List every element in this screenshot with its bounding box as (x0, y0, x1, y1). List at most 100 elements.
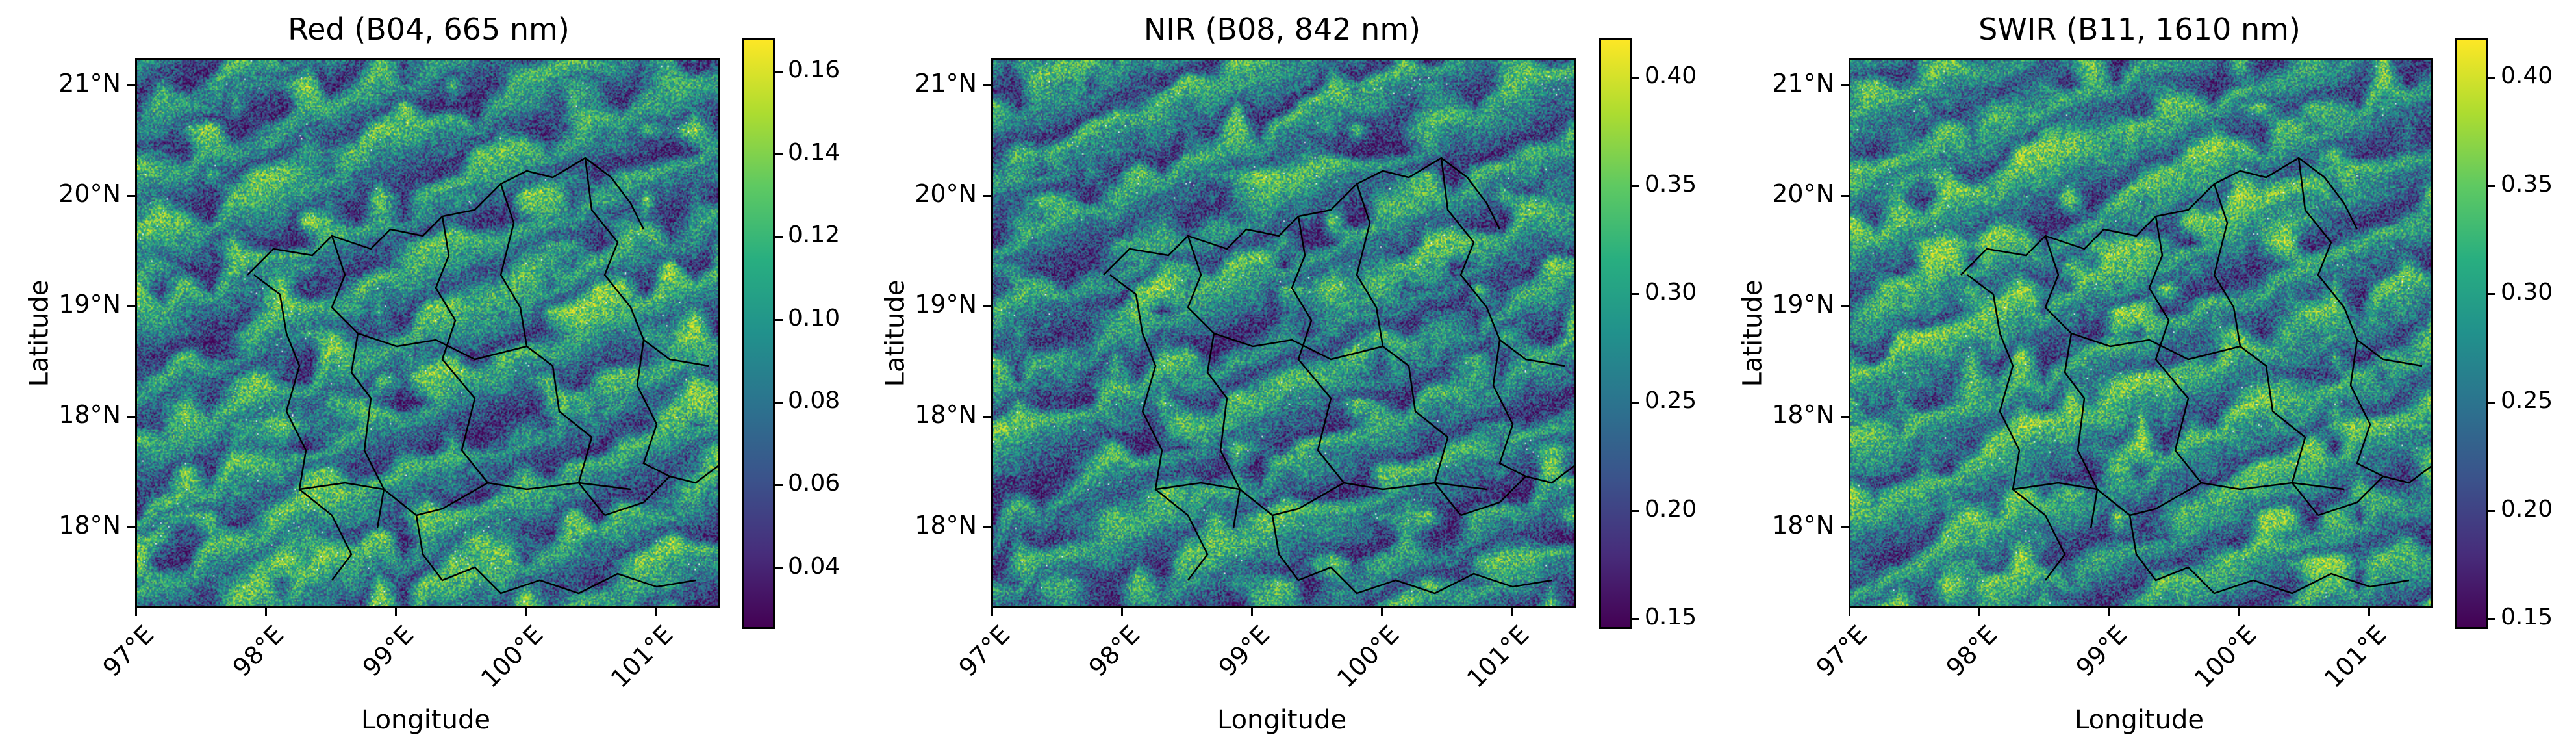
colorbar (2455, 38, 2488, 629)
x-axis-label: Longitude (2075, 705, 2204, 735)
panel-title: NIR (B08, 842 nm) (1143, 12, 1421, 47)
y-tick-label: 18°N (1772, 400, 1834, 429)
y-tick-label: 20°N (915, 179, 977, 208)
x-tick-label: 98°E (227, 620, 290, 682)
y-tick-mark (127, 305, 135, 307)
x-tick-mark (395, 608, 397, 616)
province-border (1460, 465, 1574, 517)
y-tick-mark (983, 305, 991, 307)
province-border (636, 339, 670, 478)
x-axis-label: Longitude (1217, 705, 1346, 735)
panel-red: Red (B04, 665 nm) Latitude Longitude 21°… (0, 0, 859, 746)
province-border (2044, 235, 2099, 529)
panel-nir: NIR (B08, 842 nm) Latitude Longitude 21°… (859, 0, 1717, 746)
y-tick-label: 21°N (58, 69, 121, 97)
panel-title: Red (B04, 665 nm) (288, 12, 570, 47)
y-tick-label: 21°N (1772, 69, 1834, 97)
y-tick-label: 18°N (1772, 511, 1834, 539)
province-border (1967, 274, 2066, 581)
y-tick-mark (127, 84, 135, 86)
colorbar-tick-mark (2488, 185, 2495, 187)
x-tick-label: 98°E (1083, 620, 1146, 682)
colorbar-tick-label: 0.25 (2501, 387, 2553, 414)
province-border (1440, 157, 1565, 367)
province-border (499, 183, 605, 516)
panel-swir: SWIR (B11, 1610 nm) Latitude Longitude 2… (1717, 0, 2576, 746)
province-border (415, 515, 696, 595)
x-tick-label: 99°E (1213, 620, 1276, 682)
x-tick-label: 100°E (475, 620, 549, 693)
y-tick-label: 21°N (915, 69, 977, 97)
x-tick-label: 100°E (2189, 620, 2263, 693)
x-tick-label: 97°E (953, 620, 1016, 682)
y-tick-label: 18°N (915, 400, 977, 429)
colorbar-tick-mark (1632, 77, 1639, 79)
colorbar-tick-label: 0.12 (788, 222, 840, 249)
x-tick-label: 100°E (1332, 620, 1406, 693)
x-tick-label: 101°E (2319, 620, 2393, 693)
y-tick-label: 18°N (915, 511, 977, 539)
x-tick-mark (2368, 608, 2370, 616)
x-tick-mark (1251, 608, 1253, 616)
colorbar-tick-label: 0.20 (1645, 495, 1697, 522)
colorbar-tick-label: 0.35 (1645, 170, 1697, 198)
x-tick-label: 101°E (605, 620, 679, 693)
colorbar-tick-label: 0.15 (1645, 604, 1697, 631)
province-border (2297, 157, 2423, 367)
province-border (2071, 332, 2241, 361)
province-border (2148, 216, 2202, 483)
y-tick-label: 18°N (58, 511, 121, 539)
province-border (604, 465, 718, 517)
colorbar-tick-mark (775, 318, 783, 321)
x-tick-mark (1511, 608, 1513, 616)
colorbar-tick-label: 0.15 (2501, 604, 2553, 631)
y-tick-mark (127, 416, 135, 418)
colorbar-tick-label: 0.35 (2501, 170, 2553, 198)
y-tick-mark (983, 84, 991, 86)
colorbar-tick-label: 0.30 (1645, 279, 1697, 306)
colorbar-tick-mark (1632, 509, 1639, 512)
province-border (1187, 235, 1241, 529)
colorbar-tick-label: 0.14 (788, 139, 840, 166)
province-border (299, 482, 631, 517)
x-tick-mark (525, 608, 527, 616)
x-tick-mark (2238, 608, 2240, 616)
colorbar-tick-mark (775, 153, 783, 156)
y-tick-mark (1841, 84, 1849, 86)
province-border (1271, 515, 1552, 595)
x-axis-label: Longitude (361, 705, 490, 735)
x-tick-label: 101°E (1461, 620, 1535, 693)
colorbar-tick-label: 0.16 (788, 56, 840, 83)
province-border (1356, 183, 1461, 516)
colorbar-tick-mark (775, 484, 783, 487)
province-border (1960, 157, 2358, 276)
province-border (1109, 274, 1209, 581)
province-border (357, 332, 527, 361)
colorbar-tick-mark (775, 567, 783, 569)
y-tick-mark (127, 195, 135, 197)
province-border (253, 274, 353, 581)
x-tick-label: 97°E (1810, 620, 1873, 682)
x-tick-label: 99°E (357, 620, 420, 682)
colorbar-tick-mark (775, 402, 783, 404)
x-tick-mark (991, 608, 993, 616)
map-nir-band (991, 58, 1576, 608)
colorbar-tick-mark (775, 236, 783, 238)
y-axis-label: Latitude (880, 279, 911, 387)
colorbar-tick-mark (1632, 618, 1639, 621)
y-tick-mark (1841, 416, 1849, 418)
province-border (2213, 183, 2319, 516)
y-tick-label: 19°N (1772, 290, 1834, 318)
province-border (2317, 465, 2431, 517)
province-border (2128, 515, 2410, 595)
colorbar-tick-label: 0.06 (788, 470, 840, 497)
x-tick-mark (1121, 608, 1123, 616)
y-tick-mark (983, 526, 991, 528)
colorbar-tick-label: 0.08 (788, 387, 840, 414)
x-tick-mark (1381, 608, 1383, 616)
y-tick-label: 18°N (58, 400, 121, 429)
colorbar-tick-label: 0.25 (1645, 387, 1697, 414)
province-border (2349, 339, 2384, 478)
y-tick-label: 20°N (1772, 179, 1834, 208)
province-border (435, 216, 488, 483)
